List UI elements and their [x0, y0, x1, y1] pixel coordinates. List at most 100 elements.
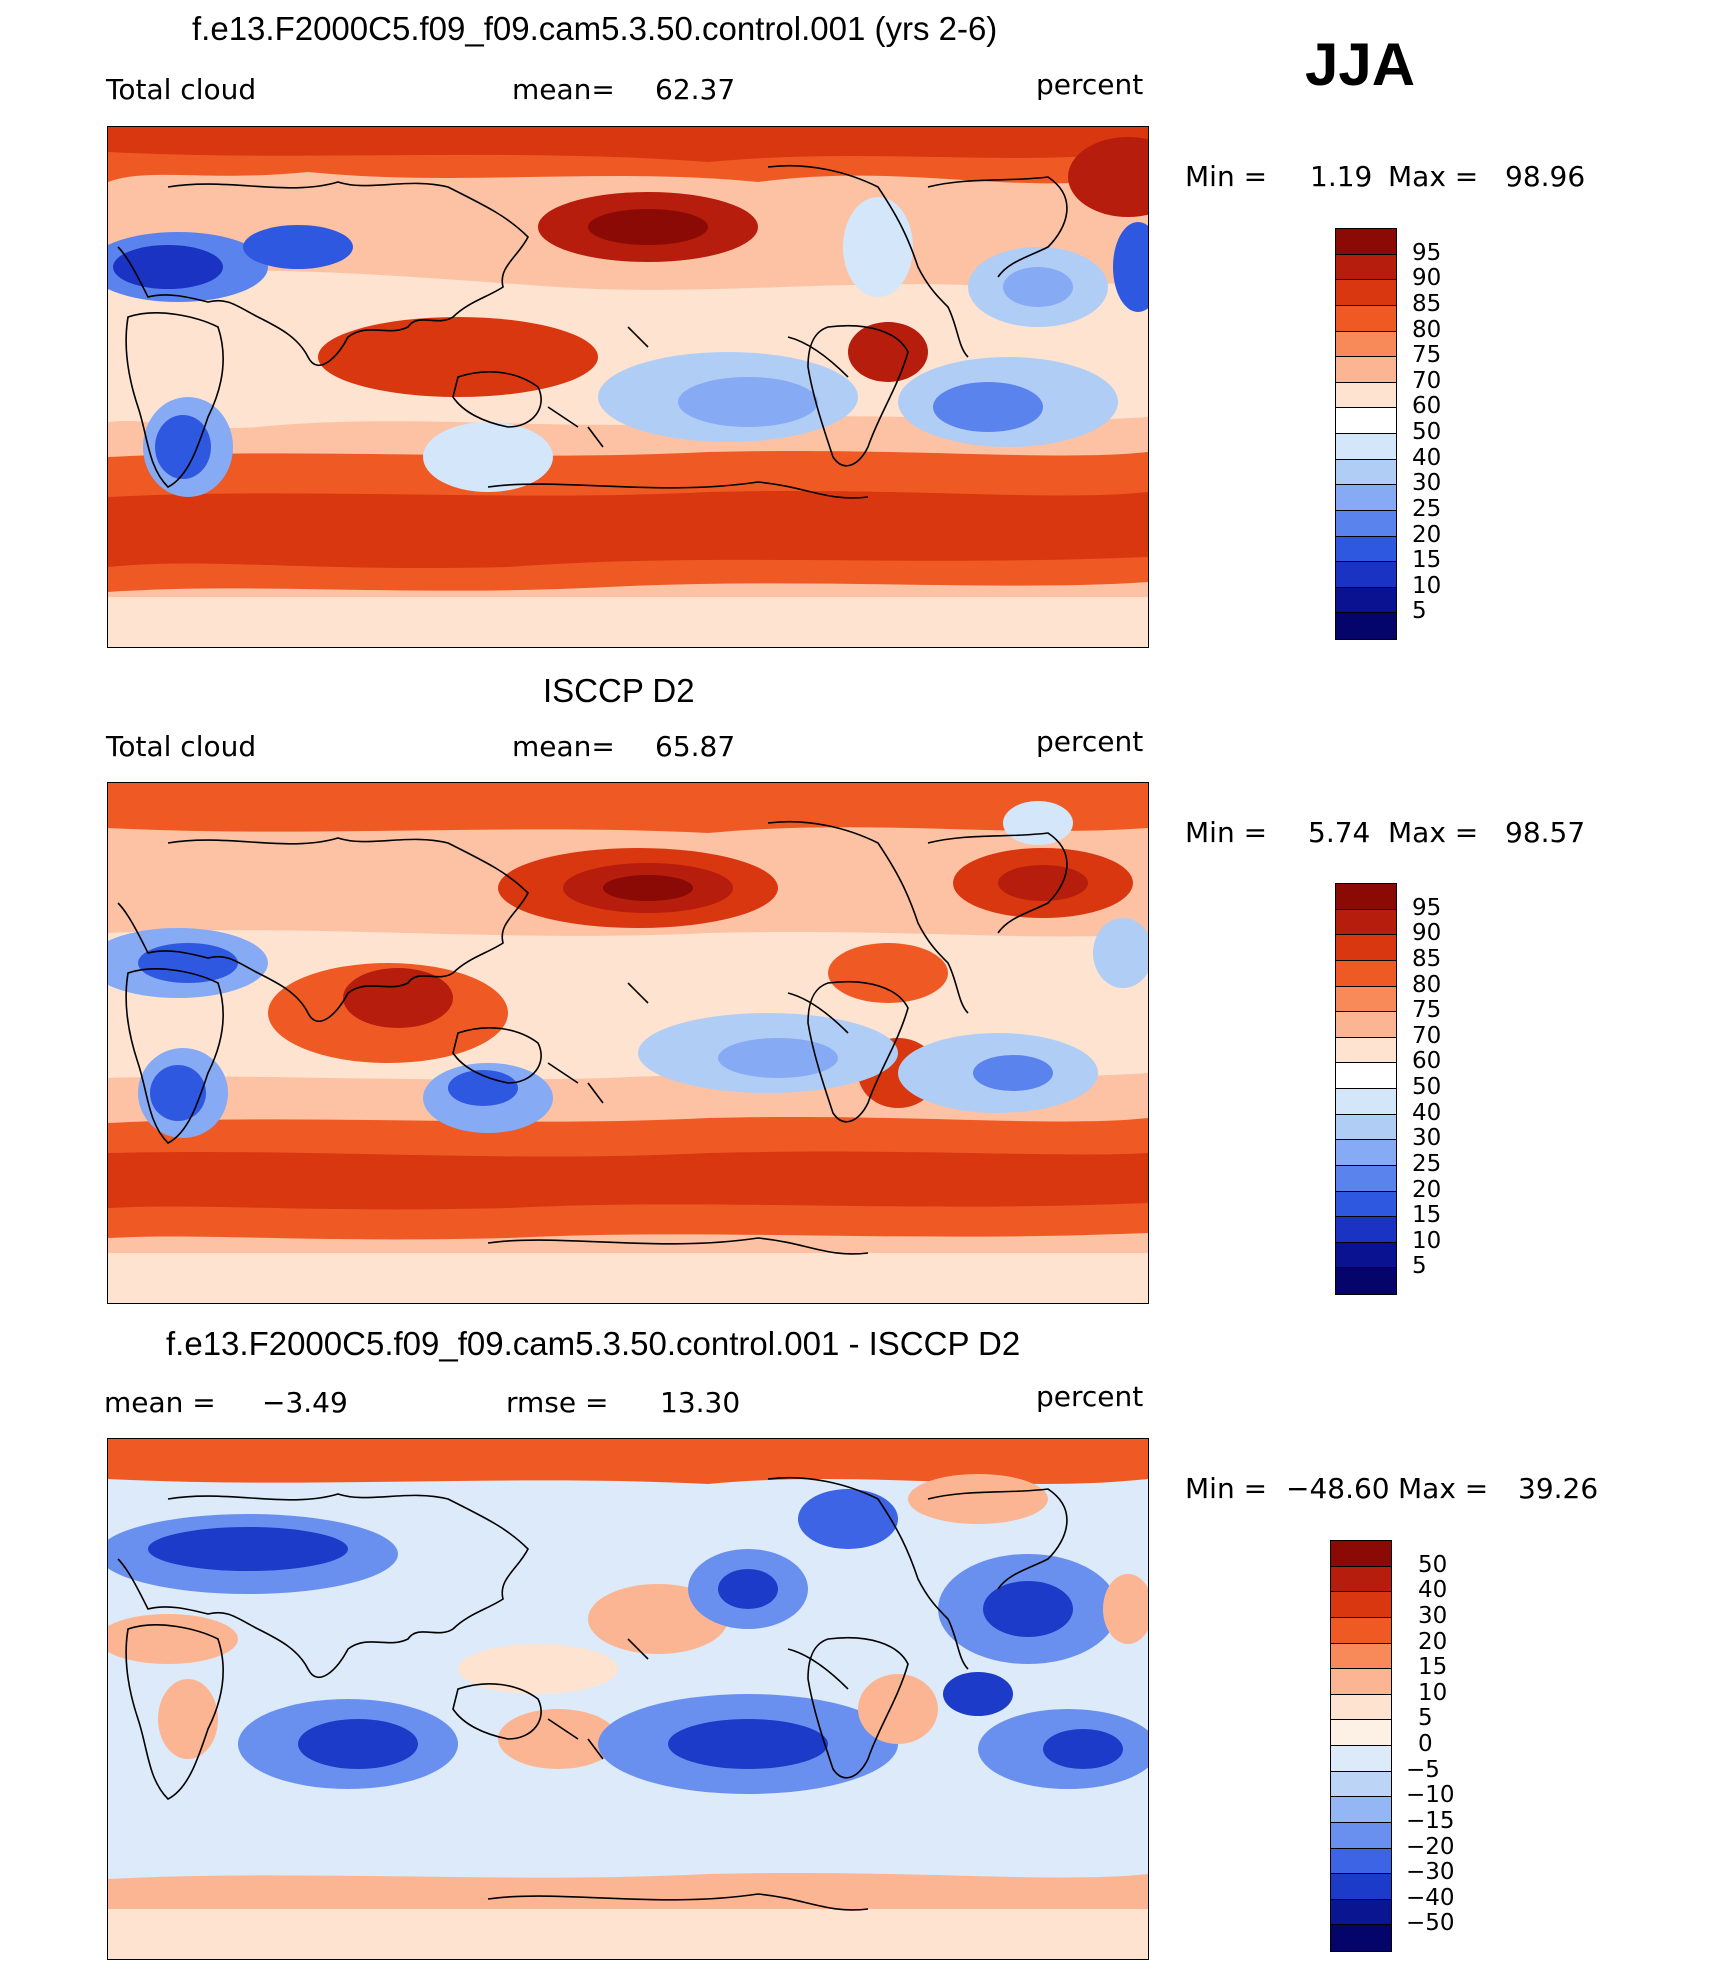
- colorbar-segment: [1336, 1165, 1396, 1192]
- panel-2-mean-label: mean=: [512, 730, 615, 763]
- colorbar-tick-label: 40: [1412, 444, 1442, 471]
- colorbar-tick-label: 10: [1418, 1679, 1448, 1706]
- colorbar-tick-label: 95: [1412, 239, 1442, 266]
- panel-2-title: ISCCP D2: [543, 672, 695, 709]
- colorbar-tick-label: −15: [1406, 1807, 1455, 1834]
- colorbar-segment: [1331, 1925, 1391, 1951]
- colorbar-segment: [1331, 1541, 1391, 1567]
- panel-3-title: f.e13.F2000C5.f09_f09.cam5.3.50.control.…: [166, 1325, 1021, 1362]
- colorbar-segment: [1336, 562, 1396, 588]
- colorbar-segment: [1336, 229, 1396, 255]
- colorbar-tick-label: −20: [1406, 1833, 1455, 1860]
- colorbar-segment: [1336, 1037, 1396, 1064]
- colorbar-tick-label: −10: [1406, 1782, 1455, 1809]
- colorbar-tick-label: 0: [1418, 1731, 1433, 1757]
- colorbar-tick-label: 20: [1412, 521, 1442, 548]
- colorbar-tick-label: 5: [1412, 598, 1427, 625]
- colorbar-tick-label: 80: [1412, 316, 1442, 343]
- colorbar-tick-label: 60: [1412, 1048, 1442, 1075]
- colorbar-segment: [1336, 280, 1396, 306]
- colorbar-segment: [1331, 1899, 1391, 1926]
- colorbar-tick-label: 30: [1418, 1602, 1448, 1629]
- panel-1-min-value: 1.19: [1310, 160, 1373, 193]
- colorbar-segment: [1331, 1669, 1391, 1695]
- panel-3-min-label: Min =: [1185, 1472, 1268, 1505]
- colorbar-tick-label: 5: [1418, 1705, 1433, 1732]
- colorbar-segment: [1331, 1720, 1391, 1746]
- colorbar-tick-label: −5: [1406, 1756, 1440, 1783]
- colorbar-segment: [1331, 1694, 1391, 1721]
- colorbar-segment: [1336, 1191, 1396, 1218]
- colorbar-segment: [1336, 254, 1396, 281]
- colorbar-tick-label: 50: [1412, 1074, 1442, 1100]
- colorbar-segment: [1336, 1242, 1396, 1269]
- panel-2-map: [107, 782, 1149, 1304]
- panel-3-mean-value: −3.49: [262, 1386, 348, 1419]
- panel-2-colorbar: [1335, 883, 1397, 1295]
- colorbar-segment: [1336, 587, 1396, 614]
- colorbar-tick-label: −30: [1406, 1859, 1455, 1886]
- colorbar-tick-label: 40: [1418, 1577, 1448, 1604]
- panel-1-max-label: Max =: [1388, 160, 1479, 193]
- colorbar-segment: [1336, 510, 1396, 537]
- panel-1-colorbar: [1335, 228, 1397, 640]
- panel-3-max-value: 39.26: [1518, 1472, 1599, 1505]
- colorbar-segment: [1336, 408, 1396, 434]
- panel-3-rmse-value: 13.30: [660, 1386, 741, 1419]
- colorbar-segment: [1336, 382, 1396, 409]
- colorbar-tick-label: 25: [1412, 495, 1442, 522]
- colorbar-segment: [1331, 1592, 1391, 1618]
- colorbar-segment: [1336, 459, 1396, 486]
- colorbar-segment: [1336, 960, 1396, 987]
- colorbar-segment: [1336, 986, 1396, 1013]
- colorbar-tick-label: 30: [1412, 470, 1442, 497]
- colorbar-tick-label: 10: [1412, 1227, 1442, 1254]
- panel-1-mean-value: 62.37: [655, 73, 736, 106]
- panel-1-min-label: Min =: [1185, 160, 1268, 193]
- panel-2-max-value: 98.57: [1505, 816, 1586, 849]
- panel-2-min-label: Min =: [1185, 816, 1268, 849]
- colorbar-tick-label: 80: [1412, 971, 1442, 998]
- colorbar-segment: [1336, 1268, 1396, 1294]
- panel-1-max-value: 98.96: [1505, 160, 1586, 193]
- panel-1-map: [107, 126, 1149, 648]
- colorbar-tick-label: 15: [1412, 1202, 1442, 1229]
- colorbar-segment: [1336, 909, 1396, 936]
- panel-1-units: percent: [1036, 68, 1144, 101]
- panel-1-mean-label: mean=: [512, 73, 615, 106]
- colorbar-tick-label: 20: [1418, 1628, 1448, 1655]
- colorbar-segment: [1336, 1114, 1396, 1141]
- season-label: JJA: [1305, 31, 1416, 98]
- panel-2-max-label: Max =: [1388, 816, 1479, 849]
- colorbar-segment: [1336, 536, 1396, 563]
- colorbar-segment: [1336, 1217, 1396, 1243]
- colorbar-tick-label: 95: [1412, 894, 1442, 921]
- colorbar-tick-label: 60: [1412, 393, 1442, 420]
- panel-2-min-value: 5.74: [1308, 816, 1371, 849]
- panel-2-units: percent: [1036, 725, 1144, 758]
- colorbar-segment: [1331, 1822, 1391, 1849]
- colorbar-segment: [1336, 1063, 1396, 1089]
- panel-3-map: [107, 1438, 1149, 1960]
- colorbar-segment: [1336, 331, 1396, 358]
- colorbar-segment: [1331, 1746, 1391, 1772]
- panel-3-mean-label: mean =: [104, 1386, 216, 1419]
- colorbar-segment: [1331, 1848, 1391, 1875]
- panel-3-rmse-label: rmse =: [506, 1386, 609, 1419]
- colorbar-segment: [1336, 1089, 1396, 1115]
- colorbar-segment: [1336, 357, 1396, 383]
- colorbar-tick-label: −50: [1406, 1910, 1455, 1937]
- colorbar-segment: [1336, 1012, 1396, 1038]
- colorbar-segment: [1336, 1140, 1396, 1166]
- colorbar-segment: [1336, 434, 1396, 460]
- colorbar-segment: [1336, 305, 1396, 332]
- panel-1-title: f.e13.F2000C5.f09_f09.cam5.3.50.control.…: [192, 10, 998, 47]
- colorbar-tick-label: 40: [1412, 1099, 1442, 1126]
- colorbar-tick-label: 5: [1412, 1253, 1427, 1280]
- colorbar-tick-label: 15: [1412, 547, 1442, 574]
- panel-3-units: percent: [1036, 1380, 1144, 1413]
- colorbar-segment: [1331, 1771, 1391, 1798]
- colorbar-tick-label: 25: [1412, 1150, 1442, 1177]
- colorbar-tick-label: 10: [1412, 572, 1442, 599]
- panel-2-variable-label: Total cloud: [106, 730, 257, 763]
